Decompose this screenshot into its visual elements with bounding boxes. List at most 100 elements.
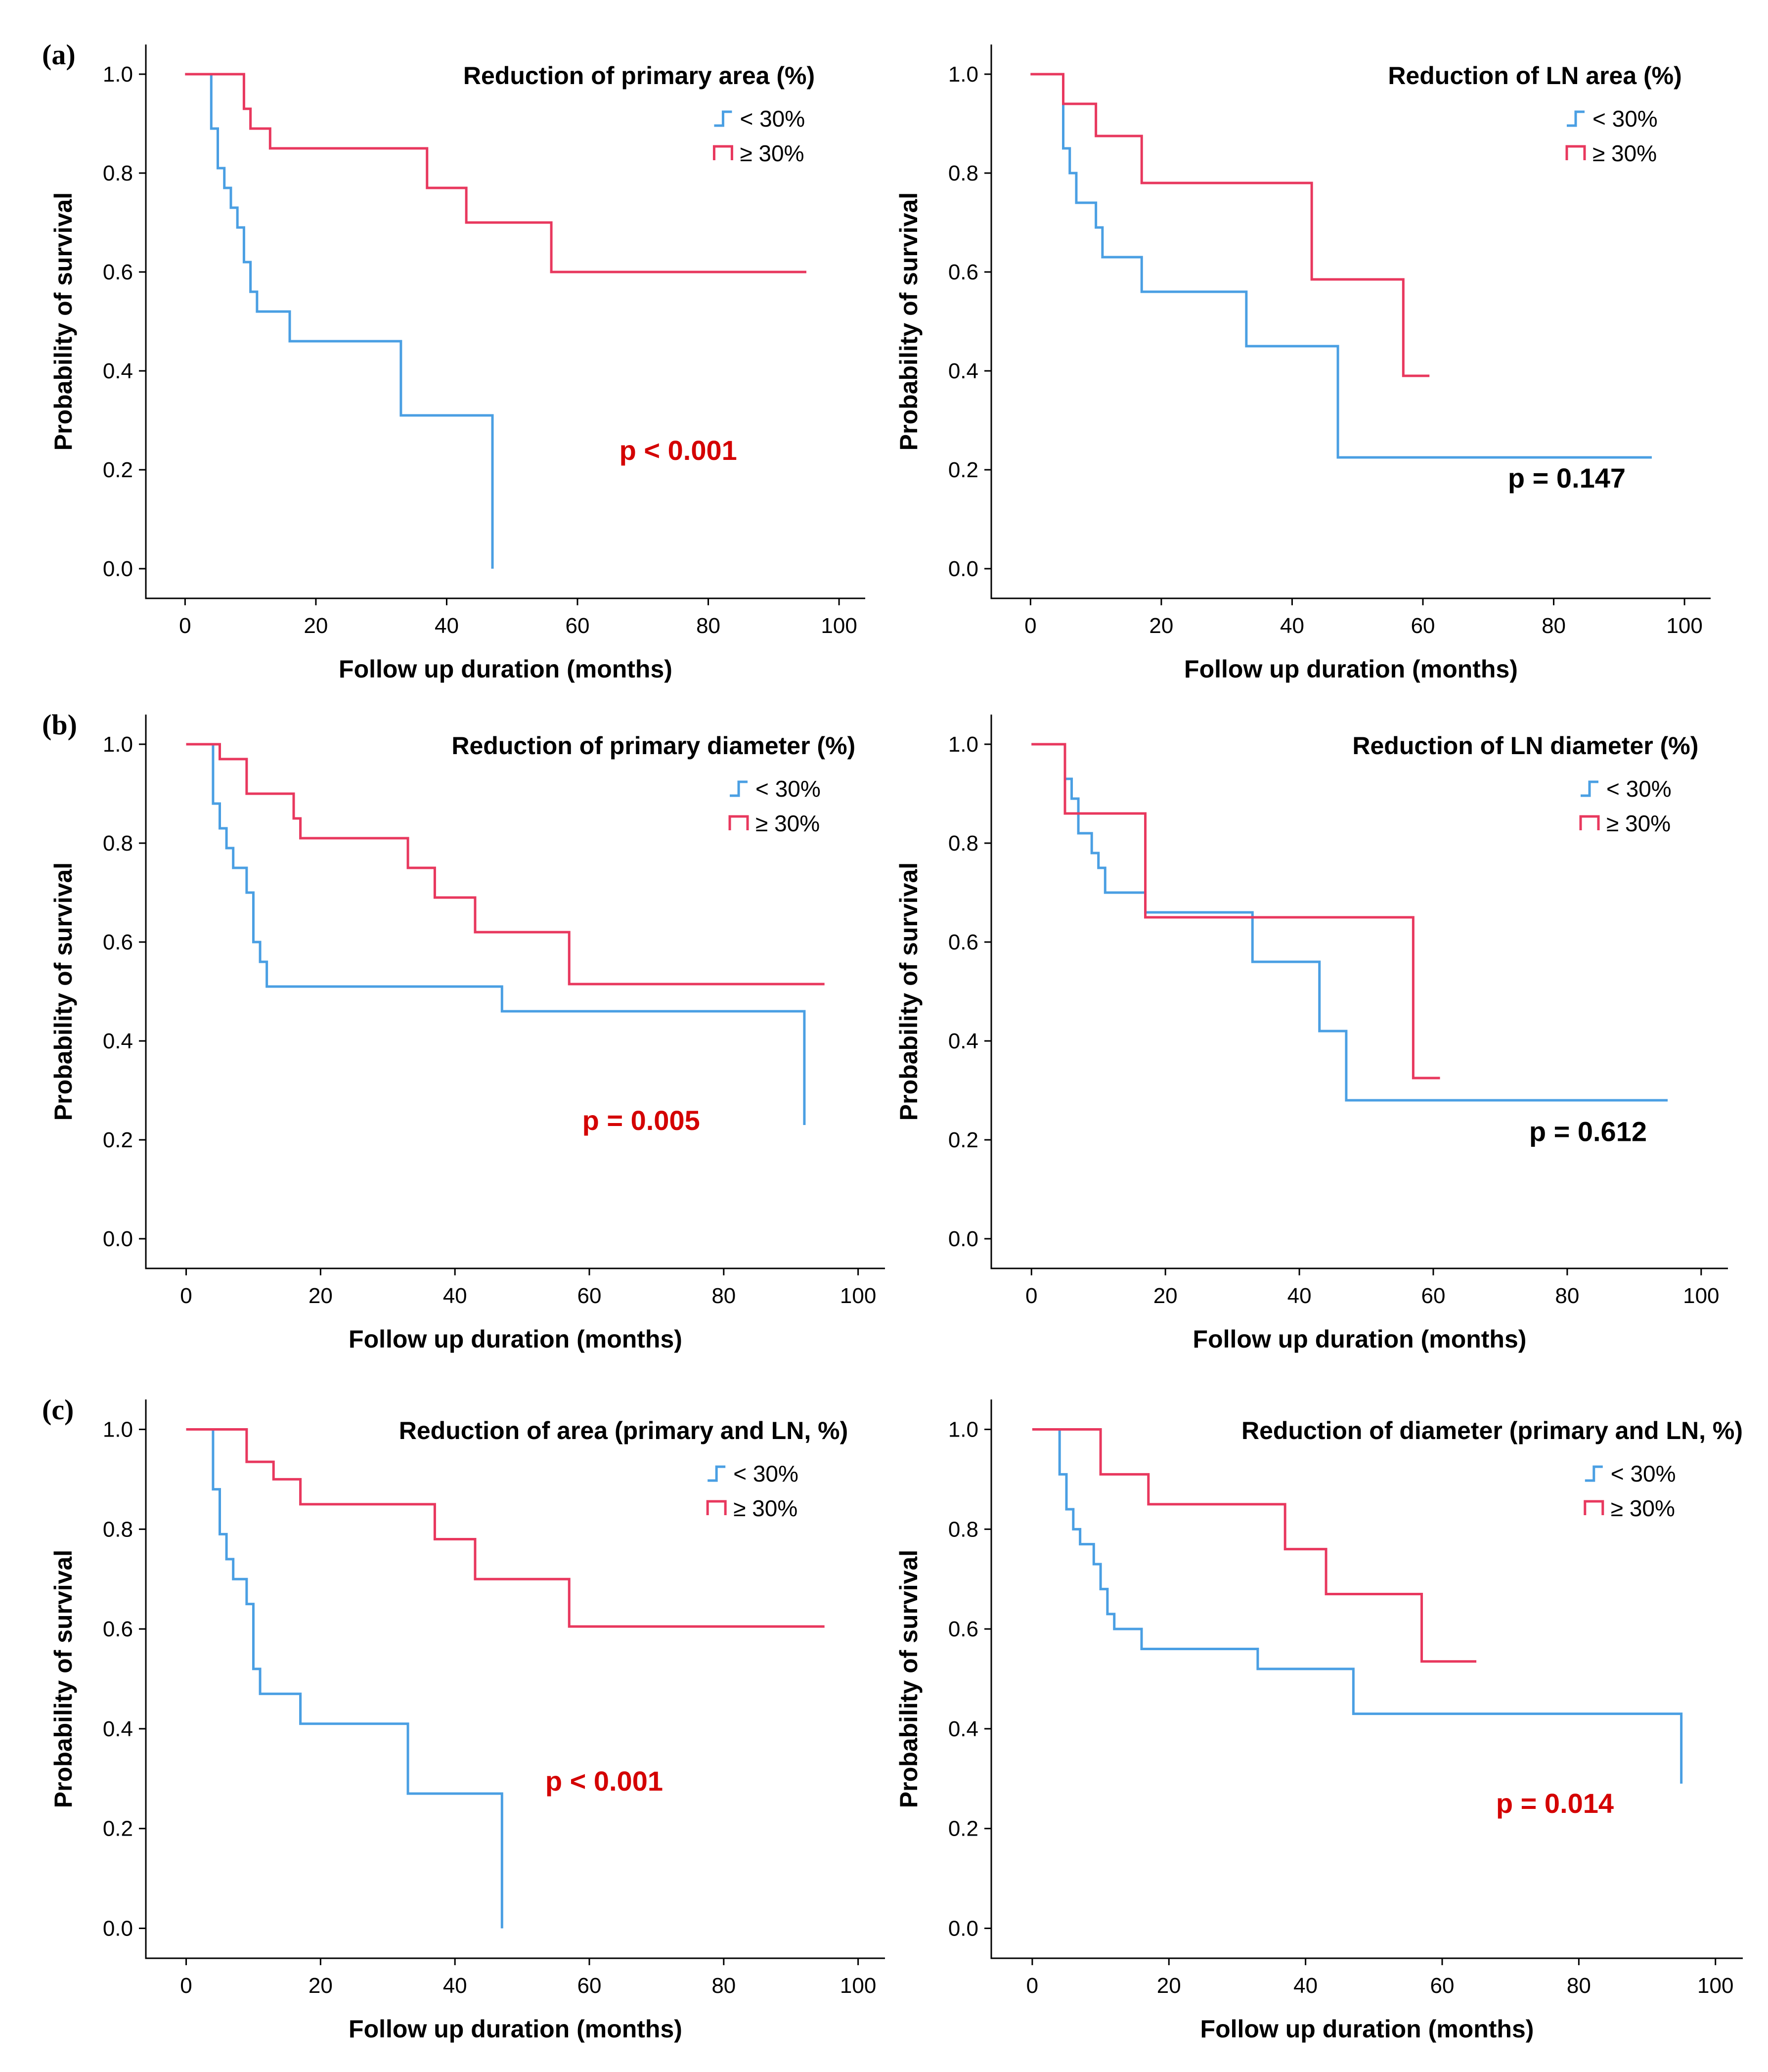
legend-label: ≥ 30% <box>1592 140 1657 166</box>
y-tick-label: 0.0 <box>948 557 978 581</box>
x-tick-label: 60 <box>1430 1974 1455 1998</box>
axis-lines <box>145 715 885 1269</box>
chart-title: Reduction of area (primary and LN, %) <box>399 1417 848 1444</box>
x-axis-label: Follow up duration (months) <box>349 2015 682 2043</box>
legend-label: < 30% <box>755 776 821 802</box>
y-tick-label: 0.0 <box>103 557 133 581</box>
y-tick-label: 0.8 <box>948 1517 978 1541</box>
x-tick-label: 20 <box>309 1284 333 1308</box>
x-axis-label: Follow up duration (months) <box>1200 2015 1534 2043</box>
y-tick-label: 1.0 <box>103 732 133 757</box>
x-axis-label: Follow up duration (months) <box>349 1325 682 1353</box>
chart-title: Reduction of LN area (%) <box>1388 62 1681 90</box>
km-curve-lt30 <box>1032 1428 1683 1784</box>
y-tick-label: 0.2 <box>948 1128 978 1152</box>
x-tick-label: 0 <box>180 1974 192 1998</box>
km-curve-ge30 <box>1032 1428 1477 1663</box>
x-tick-label: 80 <box>1567 1974 1591 1998</box>
y-tick-label: 0.4 <box>103 1717 133 1741</box>
y-tick-label: 0.6 <box>103 260 133 284</box>
x-tick-label: 0 <box>1024 614 1036 638</box>
km-curve-lt30 <box>1031 743 1668 1102</box>
x-tick-label: 0 <box>179 614 191 638</box>
legend-symbol <box>714 110 732 127</box>
legend-label: ≥ 30% <box>1611 1495 1675 1521</box>
x-tick-label: 100 <box>1683 1284 1719 1308</box>
axis-lines <box>990 45 1711 599</box>
axis-lines <box>145 45 865 599</box>
p-value: p = 0.005 <box>582 1105 700 1136</box>
panel-label: (b) <box>42 709 77 741</box>
x-tick-label: 40 <box>1293 1974 1318 1998</box>
legend-symbol <box>1585 1465 1603 1482</box>
x-tick-label: 100 <box>821 614 857 638</box>
x-tick-label: 20 <box>1157 1974 1181 1998</box>
x-tick-label: 40 <box>1287 1284 1312 1308</box>
p-value: p = 0.612 <box>1529 1116 1647 1147</box>
x-tick-label: 20 <box>1153 1284 1178 1308</box>
legend-symbol <box>706 1500 727 1515</box>
y-axis-label: Probability of survival <box>49 862 77 1121</box>
km-curve-ge30 <box>185 73 806 273</box>
y-tick-label: 0.8 <box>103 161 133 185</box>
axis-lines <box>990 1399 1743 1959</box>
km-curve-ge30 <box>186 1428 825 1628</box>
x-tick-label: 60 <box>577 1974 602 1998</box>
legend-symbol <box>1579 815 1600 830</box>
x-tick-label: 80 <box>711 1974 736 1998</box>
x-tick-label: 40 <box>443 1284 467 1308</box>
y-axis-label: Probability of survival <box>895 192 923 450</box>
y-tick-label: 1.0 <box>948 1418 978 1442</box>
x-tick-label: 20 <box>309 1974 333 1998</box>
km-curve-ge30 <box>1031 743 1440 1080</box>
legend-symbol <box>712 145 733 160</box>
legend-label: < 30% <box>1606 776 1672 802</box>
x-tick-label: 60 <box>566 614 590 638</box>
km-curve-lt30 <box>186 1428 503 1929</box>
chart-title: Reduction of primary area (%) <box>463 62 815 90</box>
x-tick-label: 60 <box>577 1284 602 1308</box>
x-tick-label: 20 <box>304 614 328 638</box>
y-axis-label: Probability of survival <box>895 862 923 1121</box>
km-curve-ge30 <box>186 743 825 986</box>
y-tick-label: 0.2 <box>948 1817 978 1841</box>
x-tick-label: 60 <box>1411 614 1435 638</box>
y-tick-label: 0.6 <box>948 260 978 284</box>
y-tick-label: 0.2 <box>103 458 133 482</box>
axis-lines <box>990 715 1728 1269</box>
y-tick-label: 0.4 <box>948 359 978 383</box>
y-tick-label: 0.2 <box>103 1817 133 1841</box>
y-tick-label: 1.0 <box>948 62 978 87</box>
km-panel-4: 0.0 0.2 0.4 0.6 0.8 1.0 0 20 40 60 80 100 Follow up … <box>895 715 1728 1353</box>
y-tick-label: 0.6 <box>948 930 978 954</box>
x-tick-label: 100 <box>1666 614 1702 638</box>
y-tick-label: 0.4 <box>948 1717 978 1741</box>
x-tick-label: 80 <box>1542 614 1566 638</box>
y-tick-label: 0.2 <box>103 1128 133 1152</box>
x-tick-label: 80 <box>711 1284 736 1308</box>
legend-label: < 30% <box>740 106 805 132</box>
p-value: p = 0.014 <box>1496 1788 1614 1819</box>
y-tick-label: 0.6 <box>103 930 133 954</box>
chart-title: Reduction of primary diameter (%) <box>451 732 855 760</box>
chart-title: Reduction of diameter (primary and LN, %… <box>1241 1417 1743 1444</box>
x-axis-label: Follow up duration (months) <box>1193 1325 1527 1353</box>
km-curve-lt30 <box>185 73 494 569</box>
km-curve-lt30 <box>186 743 806 1125</box>
km-panel-5: 0.0 0.2 0.4 0.6 0.8 1.0 0 20 40 60 80 100 Follow up … <box>42 1394 885 2043</box>
p-value: p = 0.147 <box>1508 462 1626 494</box>
y-tick-label: 0.6 <box>948 1617 978 1641</box>
y-tick-label: 1.0 <box>948 732 978 757</box>
legend-symbol <box>1584 1500 1604 1515</box>
km-panel-1: 0.0 0.2 0.4 0.6 0.8 1.0 0 20 40 60 80 100 Follow up … <box>42 39 865 683</box>
legend-label: < 30% <box>1592 106 1658 132</box>
legend-label: < 30% <box>1611 1461 1676 1486</box>
y-tick-label: 0.0 <box>948 1227 978 1251</box>
panel-label: (c) <box>42 1394 74 1426</box>
legend-symbol <box>1565 145 1586 160</box>
x-tick-label: 100 <box>840 1974 876 1998</box>
x-tick-label: 80 <box>1555 1284 1579 1308</box>
legend-label: ≥ 30% <box>755 811 820 836</box>
y-tick-label: 0.4 <box>103 1029 133 1053</box>
